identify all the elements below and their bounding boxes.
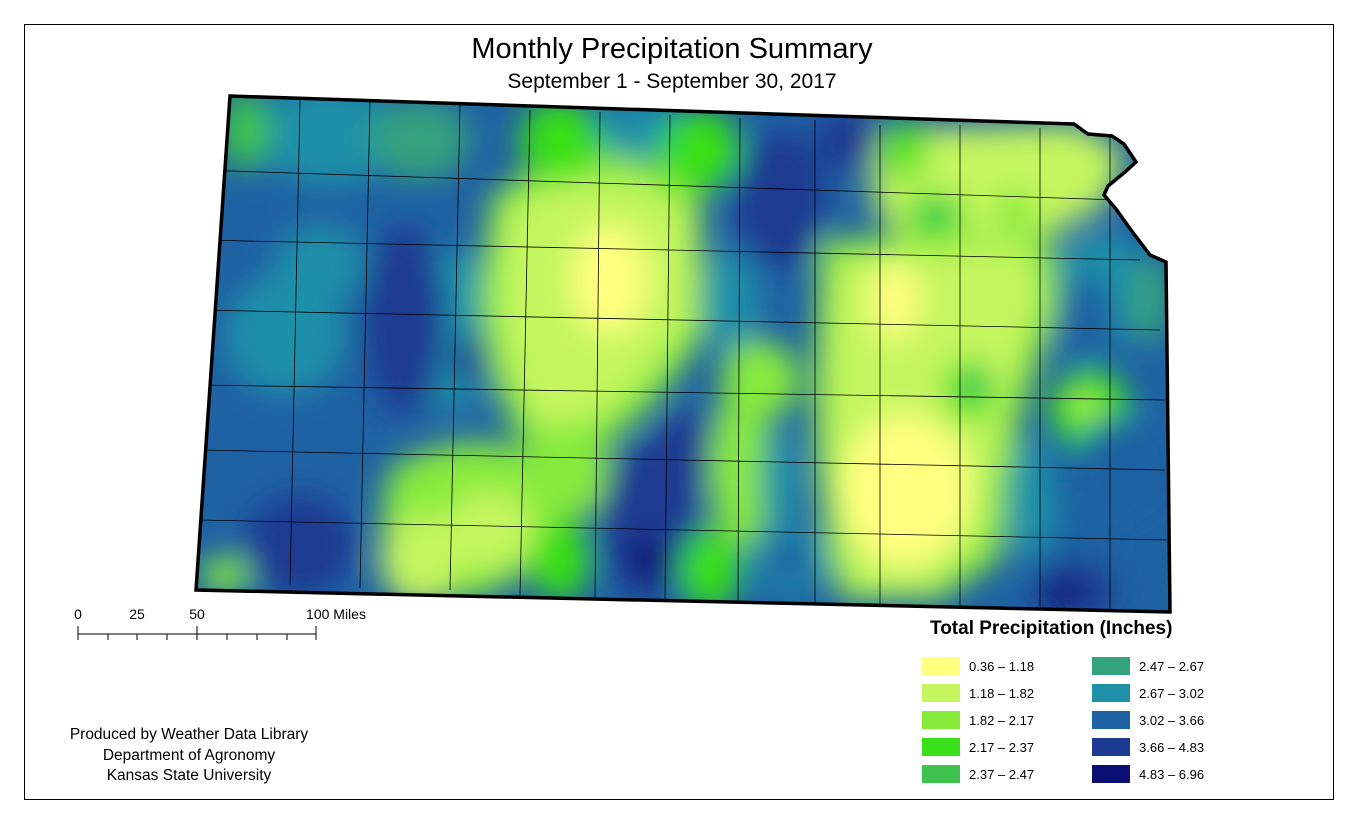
legend-item: 0.36 – 1.18 xyxy=(922,656,1034,676)
credit-line-3: Kansas State University xyxy=(106,767,272,784)
legend-swatch xyxy=(1092,657,1130,675)
legend-label: 2.37 – 2.47 xyxy=(969,766,1035,782)
legend-swatch xyxy=(1092,738,1130,756)
legend-swatch xyxy=(922,711,960,729)
legend-swatch xyxy=(922,684,960,702)
legend-label: 3.02 – 3.66 xyxy=(1139,712,1205,728)
legend-item: 4.83 – 6.96 xyxy=(1092,764,1204,784)
legend-label: 4.83 – 6.96 xyxy=(1139,766,1205,782)
scale-tick-100-miles: 100 Miles xyxy=(306,606,366,622)
legend-item: 2.17 – 2.37 xyxy=(922,737,1034,757)
county-boundaries xyxy=(199,99,1169,610)
legend-item: 2.47 – 2.67 xyxy=(1092,656,1204,676)
legend-label: 1.18 – 1.82 xyxy=(969,685,1035,701)
legend-item: 3.02 – 3.66 xyxy=(1092,710,1204,730)
legend-item: 1.82 – 2.17 xyxy=(922,710,1034,730)
legend-label: 2.67 – 3.02 xyxy=(1139,685,1205,701)
legend-label: 2.47 – 2.67 xyxy=(1139,658,1205,674)
legend-swatch xyxy=(922,657,960,675)
legend-label: 1.82 – 2.17 xyxy=(969,712,1035,728)
legend-label: 3.66 – 4.83 xyxy=(1139,739,1205,755)
scale-tick-50: 50 xyxy=(189,606,205,622)
credit-line-1: Produced by Weather Data Library xyxy=(69,726,309,743)
legend-title: Total Precipitation (Inches) xyxy=(930,618,1173,639)
legend-item: 2.37 – 2.47 xyxy=(922,764,1034,784)
legend-label: 2.17 – 2.37 xyxy=(969,739,1035,755)
map-title: Monthly Precipitation Summary xyxy=(471,33,873,65)
scale-tick-25: 25 xyxy=(129,606,145,622)
scale-tick-0: 0 xyxy=(74,606,82,622)
legend-swatch xyxy=(1092,711,1130,729)
map-subtitle: September 1 - September 30, 2017 xyxy=(507,70,837,93)
legend-item: 1.18 – 1.82 xyxy=(922,683,1034,703)
legend-swatch xyxy=(922,738,960,756)
precipitation-surface xyxy=(196,96,1170,612)
legend-swatch xyxy=(922,765,960,783)
legend-swatch xyxy=(1092,684,1130,702)
legend-label: 0.36 – 1.18 xyxy=(969,658,1035,674)
map-frame xyxy=(24,24,1334,800)
legend-swatch xyxy=(1092,765,1130,783)
credit-line-2: Department of Agronomy xyxy=(102,747,276,764)
legend-item: 2.67 – 3.02 xyxy=(1092,683,1204,703)
legend-item: 3.66 – 4.83 xyxy=(1092,737,1204,757)
scale-bar xyxy=(77,626,317,640)
